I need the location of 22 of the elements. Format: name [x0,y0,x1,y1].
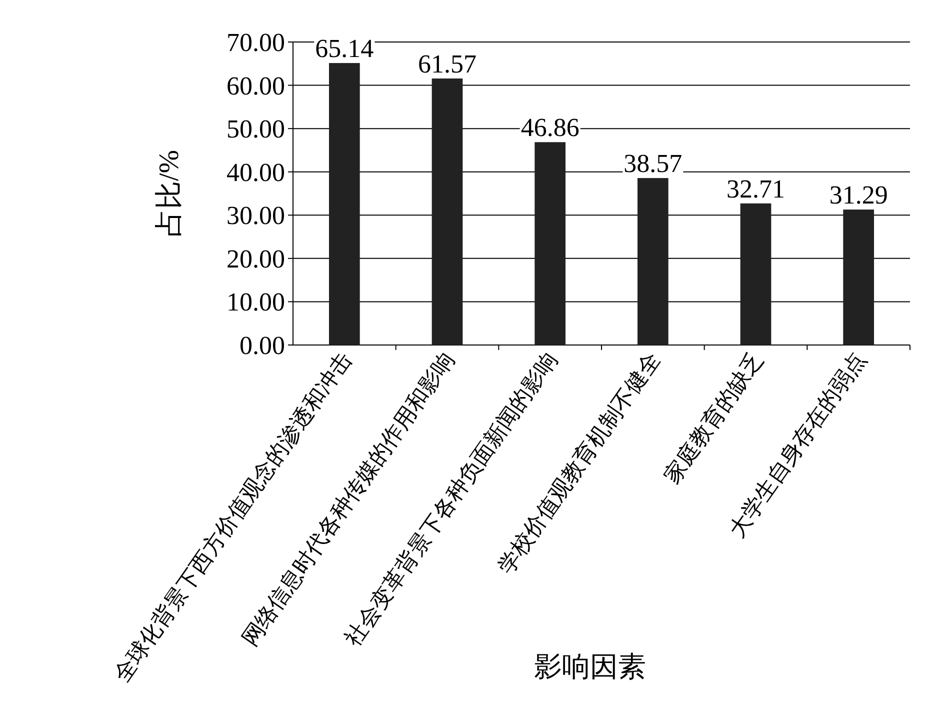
bar [328,63,360,345]
bar [637,178,668,345]
bar [843,210,874,345]
y-axis-title: 占比/% [154,150,185,238]
y-tick-label: 0.00 [240,331,285,360]
y-tick-label: 40.00 [226,158,285,187]
bar [740,203,772,345]
y-tick-label: 70.00 [226,28,285,57]
data-label: 65.14 [315,34,374,64]
data-label: 61.57 [418,49,476,78]
y-tick-label: 60.00 [226,71,285,100]
data-label: 38.57 [624,149,682,178]
x-axis-title: 影响因素 [534,652,646,683]
bar [432,78,463,345]
data-label: 32.71 [726,174,785,204]
bar [534,142,566,345]
data-label: 46.86 [520,113,580,142]
y-tick-label: 50.00 [226,114,285,144]
y-tick-label: 10.00 [226,288,285,317]
y-tick-label: 20.00 [226,244,285,274]
data-label: 31.29 [829,180,888,210]
y-tick-label: 30.00 [226,201,285,230]
